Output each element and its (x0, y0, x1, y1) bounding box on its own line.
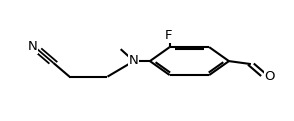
Text: O: O (265, 70, 275, 83)
Text: N: N (28, 40, 38, 53)
Text: N: N (129, 54, 139, 67)
Text: F: F (165, 29, 173, 42)
